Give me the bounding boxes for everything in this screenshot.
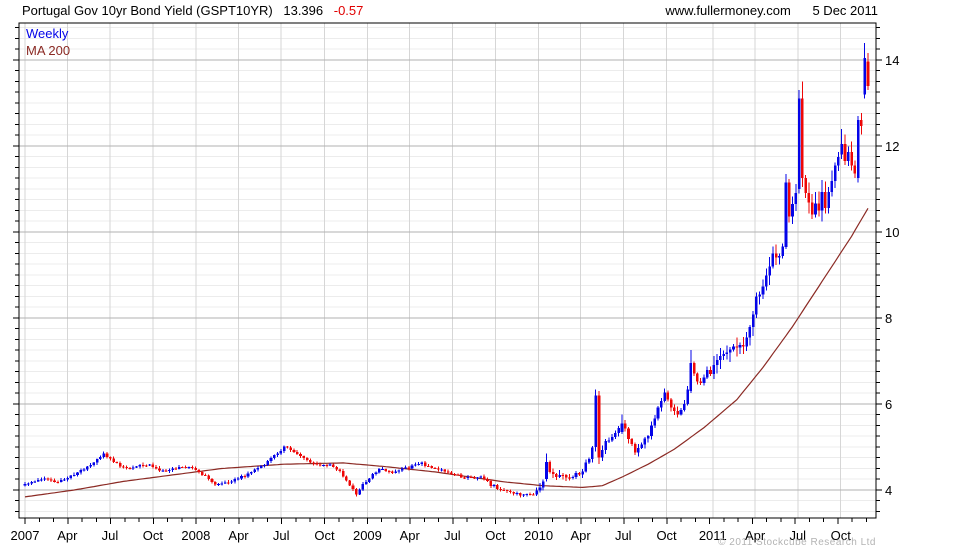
svg-text:2010: 2010 bbox=[524, 528, 553, 543]
svg-text:Apr: Apr bbox=[228, 528, 249, 543]
svg-text:Oct: Oct bbox=[314, 528, 335, 543]
legend-ma200: MA 200 bbox=[26, 43, 71, 58]
legend-weekly: Weekly bbox=[26, 26, 69, 41]
svg-text:Jul: Jul bbox=[102, 528, 119, 543]
svg-text:10: 10 bbox=[885, 225, 899, 240]
svg-text:Jul: Jul bbox=[444, 528, 461, 543]
svg-text:Jul: Jul bbox=[615, 528, 632, 543]
svg-text:8: 8 bbox=[885, 311, 892, 326]
svg-text:6: 6 bbox=[885, 397, 892, 412]
page-title: Portugal Gov 10yr Bond Yield (GSPT10YR) bbox=[22, 3, 273, 18]
svg-text:4: 4 bbox=[885, 483, 892, 498]
svg-text:2008: 2008 bbox=[181, 528, 210, 543]
price-change: -0.57 bbox=[333, 3, 364, 18]
svg-text:12: 12 bbox=[885, 139, 899, 154]
svg-text:2009: 2009 bbox=[353, 528, 382, 543]
svg-text:2007: 2007 bbox=[11, 528, 40, 543]
source-header: www.fullermoney.com 5 Dec 2011 bbox=[647, 3, 878, 18]
svg-text:Apr: Apr bbox=[571, 528, 592, 543]
chart-date: 5 Dec 2011 bbox=[812, 3, 878, 18]
svg-text:Oct: Oct bbox=[656, 528, 677, 543]
svg-text:Apr: Apr bbox=[57, 528, 78, 543]
svg-text:Jul: Jul bbox=[273, 528, 290, 543]
svg-text:Jul: Jul bbox=[789, 528, 806, 543]
svg-text:14: 14 bbox=[885, 53, 899, 68]
svg-text:Apr: Apr bbox=[745, 528, 766, 543]
instrument-header: Portugal Gov 10yr Bond Yield (GSPT10YR) … bbox=[22, 3, 370, 18]
title-bar: Portugal Gov 10yr Bond Yield (GSPT10YR) … bbox=[22, 3, 878, 18]
svg-text:Oct: Oct bbox=[143, 528, 164, 543]
last-price: 13.396 bbox=[283, 3, 324, 18]
svg-text:Oct: Oct bbox=[485, 528, 506, 543]
svg-text:Apr: Apr bbox=[400, 528, 421, 543]
svg-text:Oct: Oct bbox=[831, 528, 852, 543]
copyright-notice: © 2011 Stockcube Research Ltd bbox=[718, 537, 876, 548]
site-url: www.fullermoney.com bbox=[665, 3, 791, 18]
svg-text:2011: 2011 bbox=[699, 528, 727, 543]
